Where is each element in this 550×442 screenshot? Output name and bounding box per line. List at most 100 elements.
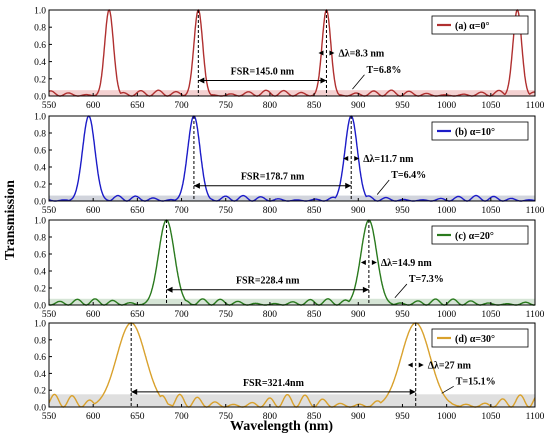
x-tick-label-11: 1100	[526, 310, 545, 320]
fsr-arrow-head-left	[193, 182, 200, 189]
width-label: Δλ=11.7 nm	[363, 154, 414, 165]
x-tick-label-11: 1100	[526, 412, 545, 422]
x-tick-label-3: 700	[174, 206, 189, 216]
floor-band	[49, 195, 535, 201]
y-tick-label-0: 0.0	[34, 404, 46, 414]
x-tick-label-8: 950	[395, 101, 410, 111]
x-tick-label-6: 850	[307, 206, 322, 216]
width-label: Δλ=27 nm	[428, 361, 472, 372]
plot-frame	[48, 322, 536, 408]
x-tick-label-0: 550	[42, 101, 57, 111]
y-tick-label-1: 0.2	[34, 285, 46, 295]
x-tick-label-6: 850	[307, 310, 322, 320]
y-tick-label-5: 1.0	[34, 320, 46, 330]
x-tick-label-10: 1050	[481, 101, 500, 111]
y-tick-label-3: 0.6	[34, 147, 46, 157]
y-tick-label-3: 0.6	[34, 251, 46, 261]
width-arrow-right	[371, 260, 377, 265]
legend-box	[431, 121, 529, 141]
floor-label: T=15.1%	[456, 376, 496, 387]
legend-box	[431, 225, 529, 245]
floor-arrow	[441, 385, 454, 394]
panel-c: FSR=228.4 nm Δλ=14.9 nm T=7.3% 0.0 0.2 0.4 0.6…	[34, 217, 544, 321]
legend-box	[431, 15, 529, 35]
y-tick-label-3: 0.6	[34, 353, 46, 363]
y-tick-label-5: 1.0	[34, 7, 46, 17]
x-tick-label-11: 1100	[526, 101, 545, 111]
x-tick-label-6: 850	[307, 412, 322, 422]
fsr-arrow-head-left	[198, 77, 205, 84]
fsr-label: FSR=228.4 nm	[236, 276, 300, 287]
y-tick-label-5: 1.0	[34, 113, 46, 123]
width-label: Δλ=14.9 nm	[381, 258, 432, 269]
legend-label: (c) α=20°	[455, 231, 494, 242]
x-tick-label-3: 700	[174, 101, 189, 111]
x-tick-label-0: 550	[42, 412, 57, 422]
panel-a: FSR=145.0 nm Δλ=8.3 nm T=6.8% 0.0 0.2 0.4 0.6 0…	[34, 7, 544, 112]
legend-box	[431, 328, 529, 348]
x-tick-label-8: 950	[395, 310, 410, 320]
fsr-arrow-head-right	[345, 182, 352, 189]
x-tick-label-9: 1000	[437, 310, 456, 320]
y-tick-label-2: 0.4	[34, 58, 46, 68]
width-arrow-left	[318, 50, 324, 56]
fsr-label: FSR=178.7 nm	[241, 172, 305, 183]
floor-band	[49, 90, 535, 96]
x-tick-label-11: 1100	[526, 206, 545, 216]
panel-d: FSR=321.4nm Δλ=27 nm T=15.1% 0.0 0.2 0.4 0.6 0.…	[34, 320, 544, 423]
width-label: Δλ=8.3 nm	[338, 49, 384, 60]
plot-frame	[48, 115, 536, 202]
x-tick-label-1: 600	[86, 101, 101, 111]
plot-frame	[48, 219, 536, 306]
y-tick-label-3: 0.6	[34, 41, 46, 51]
y-axis-label: Transmission	[3, 180, 18, 260]
width-arrow-left	[407, 362, 413, 368]
x-tick-label-3: 700	[174, 310, 189, 320]
width-arrow-right	[354, 156, 360, 161]
fsr-arrow-head-right	[362, 286, 369, 293]
y-tick-label-0: 0.0	[34, 302, 46, 312]
y-tick-label-0: 0.0	[34, 93, 46, 103]
x-tick-label-4: 750	[219, 310, 234, 320]
x-tick-label-4: 750	[219, 206, 234, 216]
x-tick-label-8: 950	[395, 206, 410, 216]
legend-label: (d) α=30°	[455, 334, 495, 345]
fsr-arrow-head-right	[409, 388, 416, 395]
width-arrow-left	[343, 156, 349, 161]
legend-label: (b) α=10°	[455, 127, 495, 138]
x-tick-label-2: 650	[130, 206, 145, 216]
y-tick-label-2: 0.4	[34, 268, 46, 278]
y-tick-label-1: 0.2	[34, 181, 46, 191]
floor-arrow	[376, 179, 390, 195]
fsr-arrow-head-left	[131, 388, 138, 395]
x-tick-label-7: 900	[351, 310, 366, 320]
x-tick-label-5: 800	[263, 101, 278, 111]
x-tick-label-7: 900	[351, 412, 366, 422]
y-tick-label-2: 0.4	[34, 164, 46, 174]
floor-label: T=6.4%	[391, 170, 426, 181]
x-tick-label-1: 600	[86, 206, 101, 216]
floor-label: T=7.3%	[409, 274, 444, 285]
fsr-arrow-head-right	[320, 77, 327, 84]
y-tick-label-1: 0.2	[34, 387, 46, 397]
y-tick-label-1: 0.2	[34, 75, 46, 85]
x-tick-label-4: 750	[219, 412, 234, 422]
x-tick-label-10: 1050	[481, 412, 500, 422]
x-tick-label-1: 600	[86, 310, 101, 320]
legend-label: (a) α=0°	[455, 21, 489, 32]
y-tick-label-5: 1.0	[34, 217, 46, 227]
fsr-arrow-head-left	[166, 286, 173, 293]
y-tick-label-4: 0.8	[34, 24, 46, 34]
x-tick-label-9: 1000	[437, 412, 456, 422]
floor-arrow	[394, 283, 408, 299]
x-tick-label-6: 850	[307, 101, 322, 111]
floor-label: T=6.8%	[366, 65, 401, 76]
width-arrow-right	[329, 50, 335, 56]
series-line	[49, 219, 536, 306]
y-tick-label-4: 0.8	[34, 336, 46, 346]
x-tick-label-0: 550	[42, 206, 57, 216]
width-arrow-right	[418, 362, 424, 368]
y-tick-label-4: 0.8	[34, 130, 46, 140]
x-tick-label-2: 650	[130, 310, 145, 320]
x-tick-label-2: 650	[130, 412, 145, 422]
